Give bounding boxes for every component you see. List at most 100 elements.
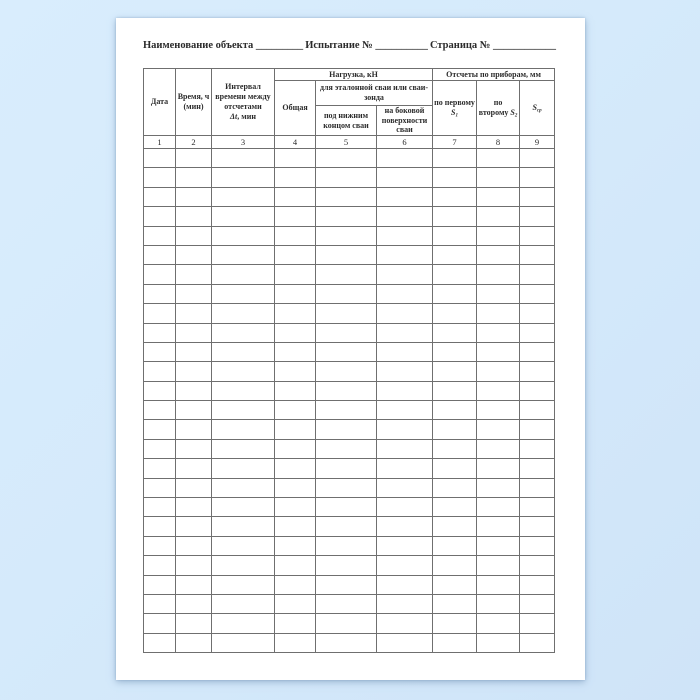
empty-cell xyxy=(175,322,212,343)
col-header-second-gauge: по второму S2 xyxy=(476,80,521,136)
empty-cell xyxy=(315,225,377,246)
empty-cell xyxy=(432,497,478,518)
empty-cell xyxy=(375,632,434,654)
empty-cell xyxy=(375,400,434,421)
col-header-interval: Интервал времени между отсчетами Δt, мин xyxy=(211,68,275,136)
empty-cell xyxy=(143,400,176,421)
empty-cell xyxy=(476,477,521,499)
s-mean-letter: S xyxy=(532,103,537,113)
empty-cell xyxy=(143,419,176,440)
column-number: 8 xyxy=(476,135,521,149)
empty-cell xyxy=(519,244,556,266)
empty-cell xyxy=(315,264,377,285)
empty-cell xyxy=(476,535,521,557)
empty-cell xyxy=(315,244,377,266)
empty-cell xyxy=(315,303,377,324)
table-row xyxy=(143,283,556,305)
pile-test-journal-table: Дата Время, ч (мин) Интервал времени меж… xyxy=(143,68,556,654)
empty-cell xyxy=(315,186,377,208)
col-header-first-gauge: по первому S1 xyxy=(432,80,478,136)
empty-cell xyxy=(274,264,316,285)
empty-cell xyxy=(315,380,377,402)
empty-cell xyxy=(519,206,556,227)
empty-cell xyxy=(175,264,212,285)
empty-cell xyxy=(476,244,521,266)
empty-cell xyxy=(315,167,377,188)
empty-cell xyxy=(211,438,275,460)
page-number-label: Страница № xyxy=(429,40,491,51)
col-group-readings: Отсчеты по приборам, мм xyxy=(432,68,556,81)
empty-cell xyxy=(143,244,176,266)
table-row xyxy=(143,632,556,654)
empty-cell xyxy=(211,167,275,188)
empty-cell xyxy=(274,380,316,402)
empty-cell xyxy=(315,147,377,169)
empty-cell xyxy=(143,438,176,460)
empty-cell xyxy=(211,632,275,654)
empty-cell xyxy=(175,167,212,188)
object-name-blank: _________ xyxy=(255,40,304,51)
empty-cell xyxy=(432,186,478,208)
empty-cell xyxy=(476,206,521,227)
empty-cell xyxy=(143,264,176,285)
interval-label: Интервал времени между отсчетами xyxy=(215,82,271,111)
empty-cell xyxy=(432,574,478,595)
empty-cell xyxy=(519,516,556,537)
empty-cell xyxy=(175,283,212,305)
empty-cell xyxy=(476,613,521,634)
table-row xyxy=(143,225,556,246)
empty-cell xyxy=(175,244,212,266)
empty-cell xyxy=(476,458,521,479)
empty-cell xyxy=(274,438,316,460)
empty-cell xyxy=(274,206,316,227)
empty-cell xyxy=(519,593,556,615)
empty-cell xyxy=(143,516,176,537)
s1-symbol: S1 xyxy=(451,108,458,119)
empty-cell xyxy=(432,516,478,537)
empty-cell xyxy=(274,186,316,208)
empty-cell xyxy=(143,477,176,499)
empty-cell xyxy=(143,147,176,169)
empty-cell xyxy=(315,458,377,479)
empty-cell xyxy=(175,419,212,440)
empty-cell xyxy=(375,244,434,266)
empty-cell xyxy=(211,186,275,208)
empty-cell xyxy=(432,419,478,440)
empty-cell xyxy=(476,361,521,382)
col-group-load: Нагрузка, кН xyxy=(273,68,434,81)
empty-cell xyxy=(519,555,556,576)
empty-cell xyxy=(519,225,556,246)
empty-cell xyxy=(375,613,434,634)
s2-symbol: S2 xyxy=(510,108,517,119)
column-number: 7 xyxy=(432,135,478,149)
empty-cell xyxy=(432,613,478,634)
empty-cell xyxy=(175,225,212,246)
empty-cell xyxy=(432,167,478,188)
table-row xyxy=(143,458,556,479)
empty-cell xyxy=(143,167,176,188)
empty-cell xyxy=(432,303,478,324)
empty-cell xyxy=(274,400,316,421)
empty-cell xyxy=(519,303,556,324)
empty-cell xyxy=(175,555,212,576)
empty-cell xyxy=(375,574,434,595)
empty-cell xyxy=(143,206,176,227)
empty-cell xyxy=(476,167,521,188)
table-row xyxy=(143,264,556,285)
first-gauge-label: по первому xyxy=(434,98,475,108)
empty-cell xyxy=(274,535,316,557)
table-row xyxy=(143,516,556,537)
empty-cell xyxy=(211,244,275,266)
empty-cell xyxy=(175,380,212,402)
empty-cell xyxy=(315,419,377,440)
empty-cell xyxy=(519,322,556,343)
empty-cell xyxy=(211,264,275,285)
empty-cell xyxy=(211,574,275,595)
empty-cell xyxy=(175,516,212,537)
empty-cell xyxy=(519,380,556,402)
header-row-subgroups: Общая для эталонной сваи или сваи-зонда … xyxy=(144,80,556,136)
empty-cell xyxy=(519,535,556,557)
empty-cell xyxy=(519,438,556,460)
col-header-date: Дата xyxy=(143,68,176,136)
empty-cell xyxy=(519,264,556,285)
